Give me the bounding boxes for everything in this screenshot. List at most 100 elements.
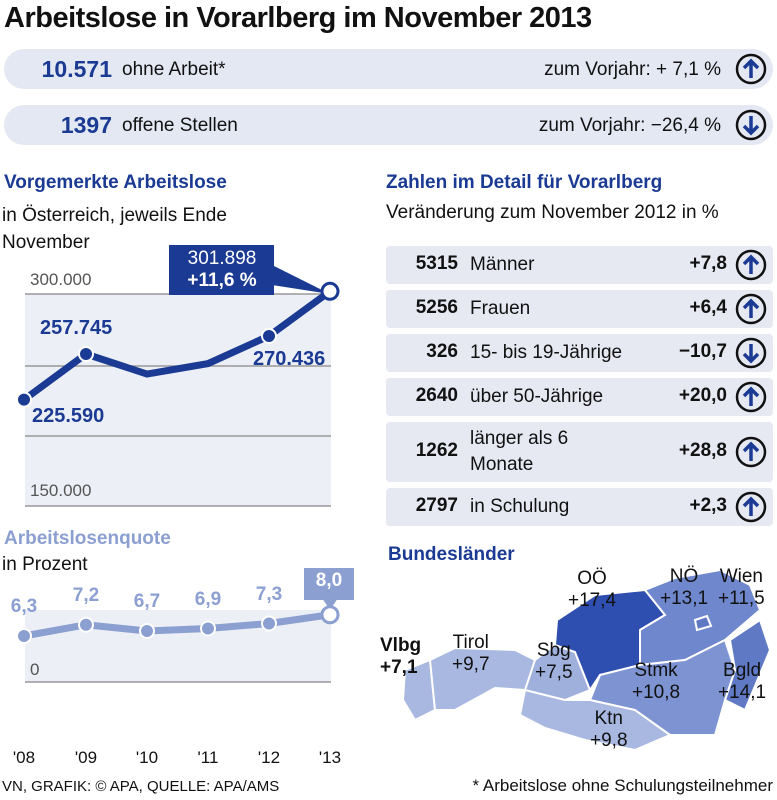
state-name: Sbg [536, 640, 571, 661]
state-value: +9,8 [590, 730, 628, 751]
data-label-2013: 301.898 [187, 248, 257, 269]
map-label-bgld: Bgld +14,1 [718, 660, 766, 704]
page-title: Arbeitslose in Vorarlberg im November 20… [4, 2, 592, 34]
map-label-wien: Wien +11,5 [718, 566, 765, 610]
data-label-2013-quote: 8,0 [315, 570, 343, 591]
row-value: 5256 [415, 297, 458, 318]
arrow-down-icon [735, 109, 767, 141]
annotation-box-quote [304, 568, 354, 600]
state-name: Stmk [634, 660, 678, 681]
arrow-up-icon [735, 249, 767, 281]
row-change: +28,8 [678, 440, 727, 461]
data-label-2008: 225.590 [32, 405, 105, 427]
austria-map [401, 568, 772, 752]
detail-subheading: Veränderung zum November 2012 in % [386, 202, 719, 223]
quote-data-label: 6,9 [194, 588, 222, 610]
quote-point [261, 615, 277, 632]
state-name: NÖ [669, 566, 699, 587]
state-name: Wien [719, 566, 763, 587]
x-tick-label: '09 [74, 748, 98, 767]
source-credit: VN, GRAFIK: © APA, QUELLE: APA/AMS [2, 778, 280, 795]
quote-data-label: 7,2 [72, 584, 100, 606]
state-name: Vlbg [380, 635, 422, 656]
detail-row: 5315 Männer +7,8 [386, 246, 773, 284]
row-label: Männer [470, 254, 535, 275]
map-label-nö: NÖ +13,1 [660, 566, 708, 610]
x-tick-label: '12 [257, 748, 281, 767]
annotation-box [169, 245, 274, 295]
tick-label: 300.000 [30, 270, 92, 289]
unemployed-point [16, 391, 32, 408]
row-value: 326 [426, 341, 458, 362]
unemployed-point [78, 346, 94, 363]
map-label-sbg: Sbg +7,5 [535, 640, 573, 684]
quote-point [139, 623, 155, 639]
state-name: Tirol [452, 632, 489, 653]
row-change: +6,4 [689, 297, 727, 318]
quote-data-label: 7,3 [255, 583, 283, 605]
quote-line [23, 611, 331, 640]
detail-row: 2797 in Schulung +2,3 [386, 488, 773, 526]
kpi-unemployed: 10.571 ohne Arbeit* zum Vorjahr: + 7,1 % [4, 49, 773, 89]
state-name: Ktn [594, 708, 624, 729]
x-tick-label: '11 [197, 748, 219, 767]
tick-label-zero: 0 [30, 660, 40, 679]
map-heading: Bundesländer [388, 544, 515, 565]
state-value: +7,1 [380, 657, 418, 678]
x-tick-label: '08 [12, 748, 36, 767]
footnote: * Arbeitslose ohne Schulungsteilnehmer [472, 776, 773, 795]
quote-point [200, 620, 216, 637]
map-label-ktn: Ktn +9,8 [590, 708, 628, 752]
arrow-up-icon [735, 381, 767, 413]
kpi-label: offene Stellen [122, 115, 238, 136]
state-vlbg [401, 658, 437, 722]
state-value: +14,1 [718, 682, 767, 703]
row-change: +2,3 [689, 495, 727, 516]
data-label-2012: 270.436 [253, 348, 326, 370]
tick-label: 150.000 [30, 481, 92, 500]
row-label: in Schulung [470, 496, 570, 517]
x-tick-label: '10 [135, 748, 159, 767]
chart1-heading: Vorgemerkte Arbeitslose [4, 172, 227, 193]
unemployed-line [21, 288, 333, 403]
quote-data-label: 6,3 [10, 596, 38, 617]
row-change: +20,0 [678, 385, 727, 406]
map-label-vlbg: Vlbg +7,1 [380, 635, 421, 679]
row-value: 2797 [415, 495, 458, 516]
arrow-up-icon [735, 53, 767, 85]
annotation-pointer [272, 265, 330, 294]
kpi-value: 10.571 [41, 56, 112, 82]
row-label: über 50-Jährige [470, 386, 604, 407]
arrow-up-icon [735, 491, 767, 523]
chart2-heading: Arbeitslosenquote [4, 528, 171, 549]
kpi-change: zum Vorjahr: −26,4 % [538, 115, 721, 136]
row-change: +7,8 [689, 253, 727, 274]
detail-heading: Zahlen im Detail für Vorarlberg [386, 172, 663, 193]
state-value: +17,4 [568, 590, 617, 611]
state-wien [693, 614, 713, 632]
state-name: Bgld [723, 660, 762, 681]
row-label: Frauen [470, 298, 531, 319]
detail-row: 5256 Frauen +6,4 [386, 290, 773, 328]
state-value: +11,5 [718, 588, 765, 609]
map-label-stmk: Stmk +10,8 [632, 660, 680, 704]
chart2-subheading: in Prozent [2, 554, 88, 575]
data-label-2009: 257.745 [40, 317, 113, 339]
state-value: +9,7 [452, 654, 490, 675]
map-label-tirol: Tirol +9,7 [452, 632, 490, 676]
quote-point [78, 616, 94, 633]
state-ktn [518, 688, 673, 752]
detail-row: 2640 über 50-Jährige +20,0 [386, 378, 773, 416]
chart1-subheading: in Österreich, jeweils Ende November [2, 205, 227, 253]
row-change: −10,7 [678, 341, 727, 362]
x-tick-label: '13 [318, 748, 342, 767]
quote-point [16, 628, 32, 644]
row-label: 15- bis 19-Jährige [470, 342, 623, 363]
state-value: +10,8 [632, 682, 681, 703]
kpi-label: ohne Arbeit* [122, 59, 226, 80]
kpi-value: 1397 [60, 112, 112, 138]
annotation-change: +11,6 % [187, 270, 257, 291]
kpi-openings: 1397 offene Stellen zum Vorjahr: −26,4 % [4, 105, 773, 145]
row-label: länger als 6 Monate [470, 428, 569, 475]
arrow-down-icon [735, 337, 767, 369]
